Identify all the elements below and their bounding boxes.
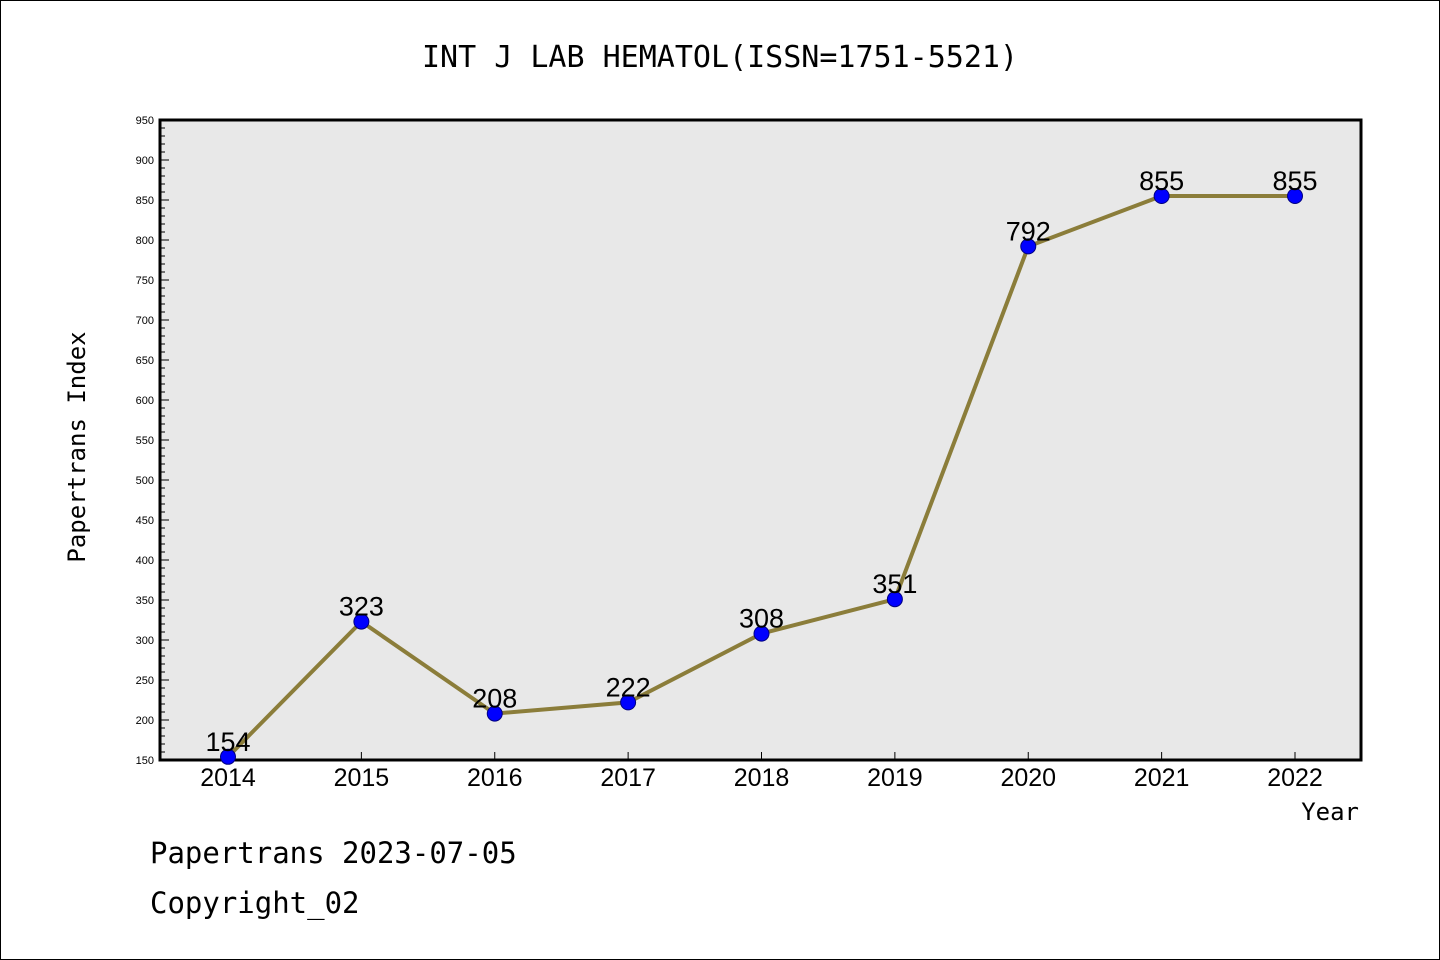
x-tick-label: 2019 <box>867 764 923 792</box>
footer-date: Papertrans 2023-07-05 <box>150 836 517 870</box>
data-label: 855 <box>1139 166 1184 196</box>
x-tick-label: 2022 <box>1267 764 1323 792</box>
x-tick-label: 2016 <box>467 764 523 792</box>
y-tick-label: 500 <box>136 475 154 487</box>
x-tick-label: 2020 <box>1000 764 1056 792</box>
data-point <box>1153 188 1170 204</box>
data-label: 208 <box>472 684 517 714</box>
x-tick-label: 2015 <box>334 764 390 792</box>
data-labels: 154 323 208 222 308 351 792 855 855 <box>205 166 1317 757</box>
data-point <box>220 748 236 765</box>
data-label: 154 <box>205 727 250 757</box>
x-tick-label: 2014 <box>200 764 256 792</box>
y-axis-label: Papertrans Index <box>63 331 91 562</box>
y-tick-label: 550 <box>136 435 154 447</box>
data-point <box>353 613 370 630</box>
data-point <box>620 694 637 711</box>
y-tick-label: 250 <box>136 675 154 687</box>
plot-area <box>158 118 1363 762</box>
y-tick-label: 650 <box>136 355 154 367</box>
y-tick-label: 750 <box>136 275 154 287</box>
data-point <box>753 625 770 642</box>
y-tick-label: 600 <box>136 395 154 407</box>
y-tick-label: 200 <box>136 715 154 727</box>
y-tick-label: 800 <box>136 235 154 247</box>
y-tick-label: 300 <box>136 635 154 647</box>
data-label: 351 <box>872 569 917 599</box>
data-label: 855 <box>1272 166 1317 196</box>
y-tick-label: 950 <box>136 115 154 127</box>
y-tick-label: 850 <box>136 195 154 207</box>
y-tick-label: 450 <box>136 515 154 527</box>
y-axis: 150 200 250 300 350 400 450 500 550 600 650 700 750 8… <box>136 115 169 767</box>
data-point <box>886 591 903 608</box>
data-label: 308 <box>739 604 784 634</box>
y-tick-label: 700 <box>136 315 154 327</box>
data-label: 792 <box>1006 216 1051 246</box>
y-tick-label: 150 <box>136 755 154 767</box>
x-axis-label: Year <box>1301 798 1359 826</box>
chart-title: INT J LAB HEMATOL(ISSN=1751-5521) <box>422 40 1018 75</box>
y-tick-label: 900 <box>136 155 154 167</box>
data-label: 323 <box>339 592 384 622</box>
data-point <box>1287 188 1303 204</box>
data-label: 222 <box>606 672 651 702</box>
y-tick-label: 400 <box>136 555 154 567</box>
data-point <box>1020 238 1037 255</box>
footer-copyright: Copyright_02 <box>150 886 360 921</box>
data-markers <box>220 188 1303 765</box>
y-tick-label: 350 <box>136 595 154 607</box>
x-tick-label: 2017 <box>600 764 656 792</box>
x-axis: 2014 2015 2016 2017 2018 2019 2020 2021 2022 <box>200 752 1323 792</box>
x-tick-label: 2018 <box>734 764 790 792</box>
data-point <box>486 705 503 722</box>
x-tick-label: 2021 <box>1134 764 1190 792</box>
